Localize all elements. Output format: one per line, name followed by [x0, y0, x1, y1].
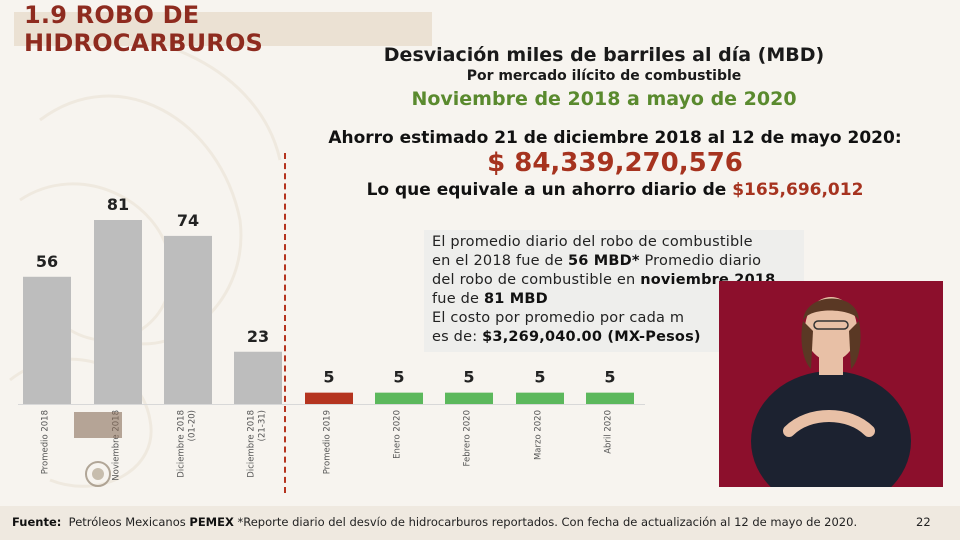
category-label-0-line-0: Promedio 2018	[41, 410, 51, 474]
info-line-1: El promedio diario del robo de combustib…	[432, 234, 753, 250]
savings-label: Ahorro estimado 21 de diciembre 2018 al …	[328, 128, 902, 148]
period-label: Noviembre de 2018 a mayo de 2020	[411, 88, 797, 110]
bar-value-label-1: 81	[107, 195, 129, 214]
info-line-4: fue de 81 MBD	[432, 291, 548, 307]
info-line-5: El costo por promedio por cada m	[432, 310, 685, 326]
bar-4	[305, 392, 353, 404]
bar-value-label-0: 56	[36, 252, 58, 271]
category-label-7: Marzo 2020	[534, 410, 544, 460]
chart-heading: Desviación miles de barriles al día (MBD…	[383, 44, 825, 66]
bar-2	[164, 235, 212, 404]
daily-savings-prefix: Lo que equivale a un ahorro diario de	[366, 180, 733, 200]
bar-value-label-4: 5	[323, 368, 334, 387]
bar-7	[516, 392, 564, 404]
slide-title-bar: 1.9 ROBO DE HIDROCARBUROS	[14, 1, 432, 57]
daily-savings: Lo que equivale a un ahorro diario de $1…	[300, 180, 930, 200]
category-label-5-line-0: Enero 2020	[393, 410, 403, 459]
category-label-3-line-1: (21-31)	[258, 410, 268, 441]
info-line-6: es de: $3,269,040.00 (MX-Pesos)	[432, 329, 701, 345]
bar-value-label-8: 5	[604, 368, 615, 387]
bar-value-label-5: 5	[393, 368, 404, 387]
bar-chart: 56 Promedio 2018 81 Noviembre 2018 74 Diciemb…	[18, 195, 645, 481]
chart-subheading: Por mercado ilícito de combustible	[466, 68, 742, 84]
bar-1	[94, 220, 142, 404]
bar-6	[445, 392, 493, 404]
category-label-8: Abril 2020	[604, 410, 614, 454]
category-label-3-line-0: Diciembre 2018	[247, 410, 257, 478]
source-note: Fuente: Petróleos Mexicanos PEMEX *Repor…	[12, 515, 858, 529]
bar-value-label-3: 23	[247, 327, 269, 346]
bar-0	[23, 276, 71, 404]
bar-3	[234, 351, 282, 404]
info-line-3: del robo de combustible en noviembre 201…	[432, 272, 776, 288]
bar-5	[375, 392, 423, 404]
category-label-3: Diciembre 2018 (21-31)	[247, 410, 268, 478]
slide-title: 1.9 ROBO DE HIDROCARBUROS	[24, 1, 264, 57]
bar-8	[586, 392, 634, 404]
category-label-4: Promedio 2019	[323, 410, 333, 474]
category-label-8-line-0: Abril 2020	[604, 410, 614, 454]
category-label-2-line-0: Diciembre 2018	[177, 410, 187, 478]
category-label-7-line-0: Marzo 2020	[534, 410, 544, 460]
category-label-6-line-0: Febrero 2020	[463, 410, 473, 466]
category-label-2-line-1: (01-20)	[188, 410, 198, 441]
category-label-2: Diciembre 2018 (01-20)	[177, 410, 198, 478]
bar-value-label-7: 5	[534, 368, 545, 387]
savings-amount: $ 84,339,270,576	[487, 148, 743, 178]
footer: Fuente: Petróleos Mexicanos PEMEX *Repor…	[0, 506, 960, 540]
page-number: 22	[916, 515, 931, 529]
category-label-5: Enero 2020	[393, 410, 403, 459]
interpreter-video	[719, 281, 943, 487]
bar-value-label-2: 74	[177, 211, 199, 230]
category-label-1: Noviembre 2018	[112, 410, 122, 481]
daily-savings-amount: $165,696,012	[732, 180, 864, 200]
institution-logo	[74, 412, 122, 487]
info-line-2: en el 2018 fue de 56 MBD* Promedio diari…	[432, 253, 762, 269]
category-label-0: Promedio 2018	[41, 410, 51, 474]
category-label-1-line-0: Noviembre 2018	[112, 410, 122, 481]
category-label-4-line-0: Promedio 2019	[323, 410, 333, 474]
period-divider-line	[284, 153, 286, 493]
bar-value-label-6: 5	[463, 368, 474, 387]
category-label-6: Febrero 2020	[463, 410, 473, 466]
interpreter-figure	[751, 297, 911, 487]
